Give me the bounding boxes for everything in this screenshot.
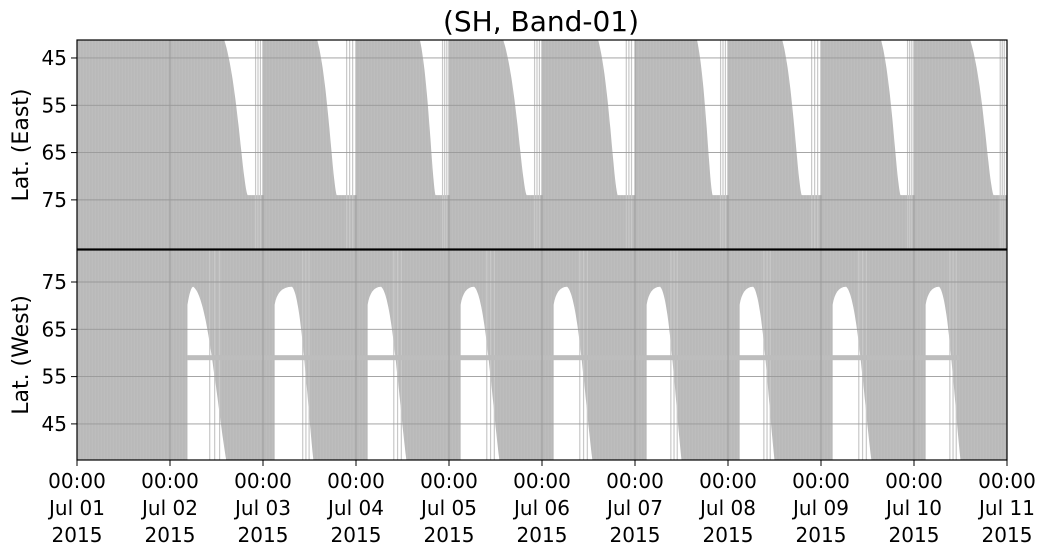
coverage-gap-5 [553,286,593,460]
coverage-gap-8 [832,286,872,460]
coverage-gap-9 [925,286,961,460]
x-tick-label: 00:00 Jul 07 2015 [605,469,664,547]
coverage-gap-1 [187,286,227,460]
y-axis-label-east: Lat. (East) [9,89,34,202]
y-tick-label: 65 [42,317,67,341]
coverage-gap-3 [367,286,407,460]
y-tick-label: 55 [42,93,67,117]
x-tick-label: 00:00 Jul 09 2015 [791,469,850,547]
y-tick-label: 75 [42,188,67,212]
y-axis-label-west: Lat. (West) [9,295,34,415]
y-tick-label: 45 [42,46,67,70]
x-tick-label: 00:00 Jul 11 2015 [977,469,1036,547]
coverage-gap-2 [274,286,314,460]
panel-east: 45 55 65 75 [42,39,1008,250]
panel-west: 75 65 55 45 [42,249,1008,461]
coverage-band [187,355,961,361]
y-tick-label: 45 [42,412,67,436]
chart-title: (SH, Band-01) [443,5,639,38]
axes-frame [76,39,1008,250]
coverage-gap-9 [970,40,1007,196]
x-tick-label: 00:00 Jul 02 2015 [140,469,199,547]
x-tick-label: 00:00 Jul 03 2015 [233,469,292,547]
x-tick-label: 00:00 Jul 10 2015 [884,469,943,547]
coverage-gap-7 [739,286,775,460]
coverage-gap-1 [224,40,264,196]
x-tick-label: 00:00 Jul 05 2015 [419,469,478,547]
x-tick-label: 00:00 Jul 06 2015 [512,469,571,547]
y-tick-label: 55 [42,365,67,389]
y-tick-label: 65 [42,141,67,165]
coverage-gap-6 [646,286,682,460]
coverage-gap-4 [503,40,543,196]
x-tick-label: 00:00 Jul 08 2015 [698,469,757,547]
x-tick-label: 00:00 Jul 04 2015 [326,469,385,547]
x-axis-ticks: 00:00 Jul 01 2015 00:00 Jul 02 2015 00:00 Jul 0… [47,460,1036,547]
grid [76,250,1008,460]
coverage-gap-8 [881,40,915,196]
y-tick-label: 75 [42,270,67,294]
x-tick-label: 00:00 Jul 01 2015 [47,469,106,547]
coverage-gap-4 [460,286,500,460]
